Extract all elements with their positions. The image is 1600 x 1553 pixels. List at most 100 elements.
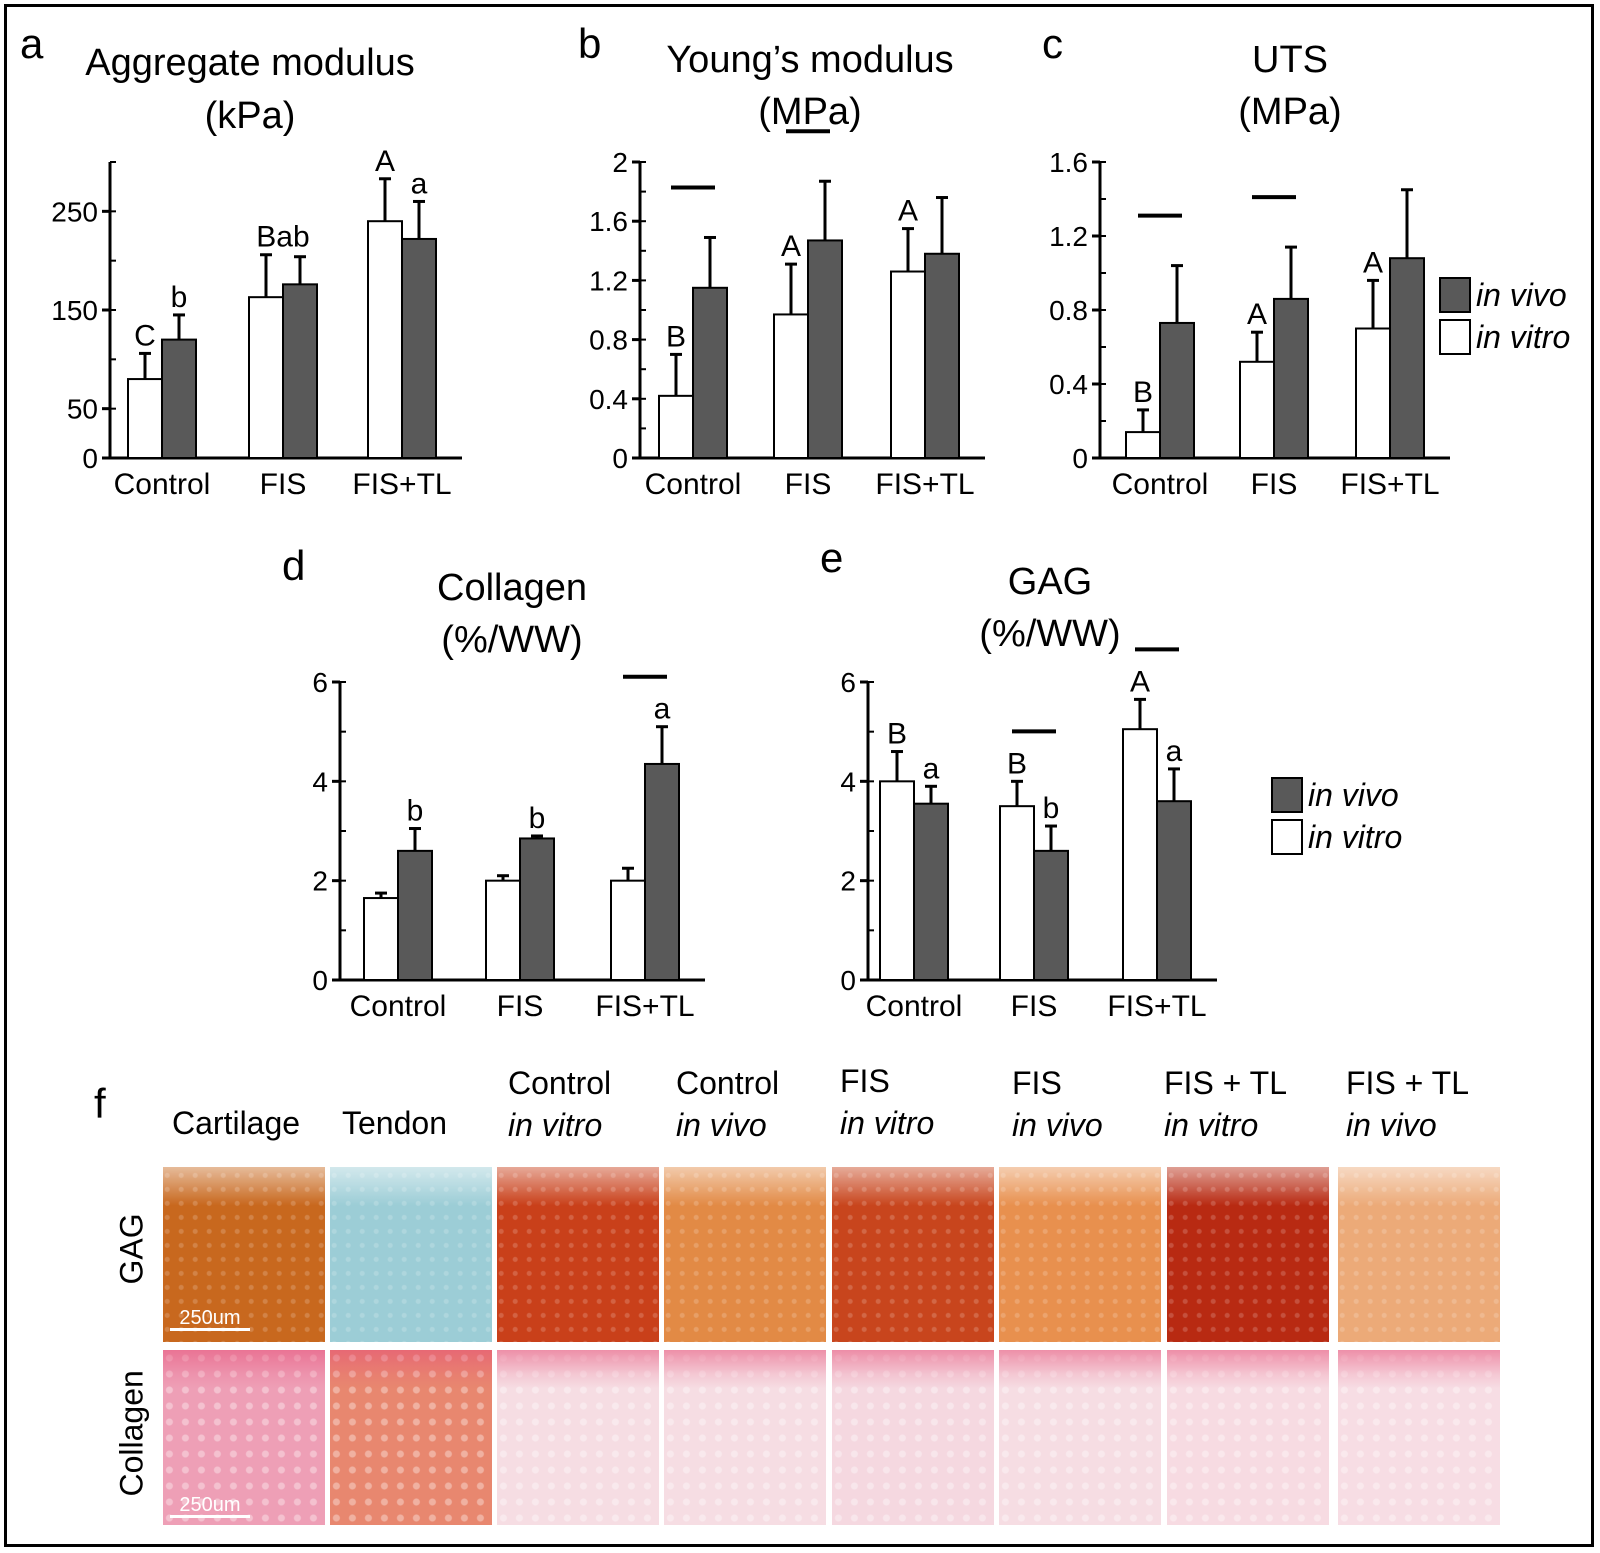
y-tick-label-c: 1.2 — [1049, 221, 1088, 252]
chart-unit-e: (%/WW) — [979, 613, 1120, 655]
bar-d-in-vitro — [610, 879, 646, 982]
hist-col-control-in-vitro: Control in vitro — [508, 1065, 612, 1143]
x-tick-label-a: FIS — [260, 468, 307, 501]
hist-tile-collagen-3 — [497, 1350, 659, 1525]
sig-letter-a: Bab — [256, 221, 309, 254]
bar-a-in-vitro — [367, 220, 403, 459]
y-tick-label-d: 2 — [312, 866, 328, 897]
x-tick-label-e: FIS+TL — [1107, 990, 1206, 1023]
charts-svg: a Aggregate modulus (kPa) 0 50 150 250 Control C… — [20, 20, 1570, 1023]
y-tick-label-c: 0.4 — [1049, 369, 1088, 400]
hist-tile-gag-1 — [163, 1167, 325, 1342]
sig-letter-b: A — [781, 230, 801, 263]
hist-tile-gag-4 — [664, 1167, 826, 1342]
bar-e-in-vivo — [1156, 800, 1192, 982]
bar-d-in-vitro — [363, 897, 399, 981]
hist-tile-collagen-7 — [1167, 1350, 1329, 1525]
hist-tile-collagen-5 — [832, 1350, 994, 1525]
bar-c-in-vivo — [1389, 257, 1425, 460]
bar-a-in-vitro — [127, 378, 163, 460]
scale-bar-gag: 250um — [170, 1308, 250, 1331]
bar-e-in-vitro — [1122, 728, 1158, 982]
bar-b-in-vivo — [924, 252, 960, 459]
sig-letter-c: A — [1363, 246, 1383, 279]
legend-label-in-vitro: in vitro — [1476, 319, 1570, 355]
y-tick-label-b: 0 — [612, 443, 628, 474]
hist-tile-collagen-4 — [664, 1350, 826, 1525]
legend-swatch-in-vitro — [1439, 319, 1471, 355]
y-tick-label-e: 6 — [840, 667, 856, 698]
sig-letter-e: A — [1130, 665, 1150, 698]
hist-tile-gag-8 — [1338, 1167, 1500, 1342]
panel-letter-e: e — [820, 534, 843, 581]
legend-label-in-vitro: in vitro — [1308, 819, 1402, 855]
hist-tile-collagen-6 — [999, 1350, 1161, 1525]
bar-b-in-vivo — [807, 239, 843, 459]
bar-e-in-vivo — [913, 802, 949, 982]
chart-title-a: Aggregate modulus — [85, 42, 415, 84]
hist-tile-gag-3 — [497, 1167, 659, 1342]
y-tick-label-b: 1.6 — [589, 206, 628, 237]
chart-unit-a: (kPa) — [205, 95, 296, 137]
x-tick-label-d: Control — [350, 990, 447, 1023]
x-tick-label-b: Control — [645, 468, 742, 501]
y-tick-label-d: 0 — [312, 965, 328, 996]
hist-tile-gag-5 — [832, 1167, 994, 1342]
sig-letter-d: b — [529, 802, 546, 835]
panel-letter-b: b — [578, 20, 601, 67]
bar-b-in-vitro — [773, 313, 809, 459]
bar-b-in-vitro — [890, 270, 926, 459]
panel-letter-c: c — [1042, 20, 1063, 67]
y-tick-label-a: 150 — [51, 295, 98, 326]
x-tick-label-a: FIS+TL — [352, 468, 451, 501]
y-tick-label-a: 50 — [67, 394, 98, 425]
bar-e-in-vitro — [879, 780, 915, 981]
legend-swatch-in-vivo — [1439, 277, 1471, 313]
hist-row-gag: GAG — [113, 1213, 150, 1285]
legend-label-in-vivo: in vivo — [1308, 777, 1399, 813]
x-tick-label-e: Control — [866, 990, 963, 1023]
bar-a-in-vivo — [282, 283, 318, 460]
sig-letter-c: A — [1247, 298, 1267, 331]
x-tick-label-d: FIS+TL — [595, 990, 694, 1023]
hist-col-fistl-in-vivo: FIS + TL in vivo — [1346, 1065, 1470, 1143]
bar-b-in-vitro — [658, 394, 694, 459]
y-tick-label-c: 0 — [1072, 443, 1088, 474]
x-tick-label-e: FIS — [1011, 990, 1058, 1023]
legend-label-in-vivo: in vivo — [1476, 277, 1567, 313]
y-tick-label-e: 2 — [840, 866, 856, 897]
y-tick-label-b: 1.2 — [589, 265, 628, 296]
bar-d-in-vitro — [485, 879, 521, 982]
hist-col-fistl-in-vitro: FIS + TL in vitro — [1164, 1065, 1288, 1143]
sig-letter-d: b — [407, 795, 424, 828]
y-tick-label-e: 4 — [840, 766, 856, 797]
x-tick-label-b: FIS — [785, 468, 832, 501]
chart-title-d: Collagen — [437, 567, 587, 609]
bar-a-in-vitro — [248, 296, 284, 459]
panel-letter-f: f — [94, 1080, 106, 1127]
sig-letter-e: a — [923, 752, 940, 785]
hist-col-fis-in-vivo: FIS in vivo — [1012, 1065, 1103, 1143]
scale-bar-collagen: 250um — [170, 1495, 250, 1518]
hist-tile-collagen-1 — [163, 1350, 325, 1525]
legend-swatch-in-vitro — [1271, 819, 1303, 855]
x-tick-label-c: FIS+TL — [1340, 468, 1439, 501]
chart-unit-b: (MPa) — [758, 91, 861, 133]
hist-tile-gag-2 — [330, 1167, 492, 1342]
chart-title-b: Young’s modulus — [666, 39, 953, 81]
hist-col-control-in-vivo: Control in vivo — [676, 1065, 780, 1143]
x-tick-label-b: FIS+TL — [875, 468, 974, 501]
bar-c-in-vivo — [1159, 321, 1195, 460]
y-tick-label-b: 0.8 — [589, 325, 628, 356]
chart-unit-c: (MPa) — [1238, 91, 1341, 133]
y-tick-label-a: 250 — [51, 196, 98, 227]
bar-e-in-vitro — [999, 805, 1035, 982]
sig-letter-b: B — [666, 320, 686, 353]
sig-letter-e: a — [1166, 735, 1183, 768]
bar-e-in-vivo — [1033, 849, 1069, 981]
chart-unit-d: (%/WW) — [441, 619, 582, 661]
y-tick-label-c: 0.8 — [1049, 295, 1088, 326]
sig-letter-a: a — [411, 167, 428, 200]
panel-letter-d: d — [282, 542, 305, 589]
bar-c-in-vitro — [1125, 431, 1161, 460]
